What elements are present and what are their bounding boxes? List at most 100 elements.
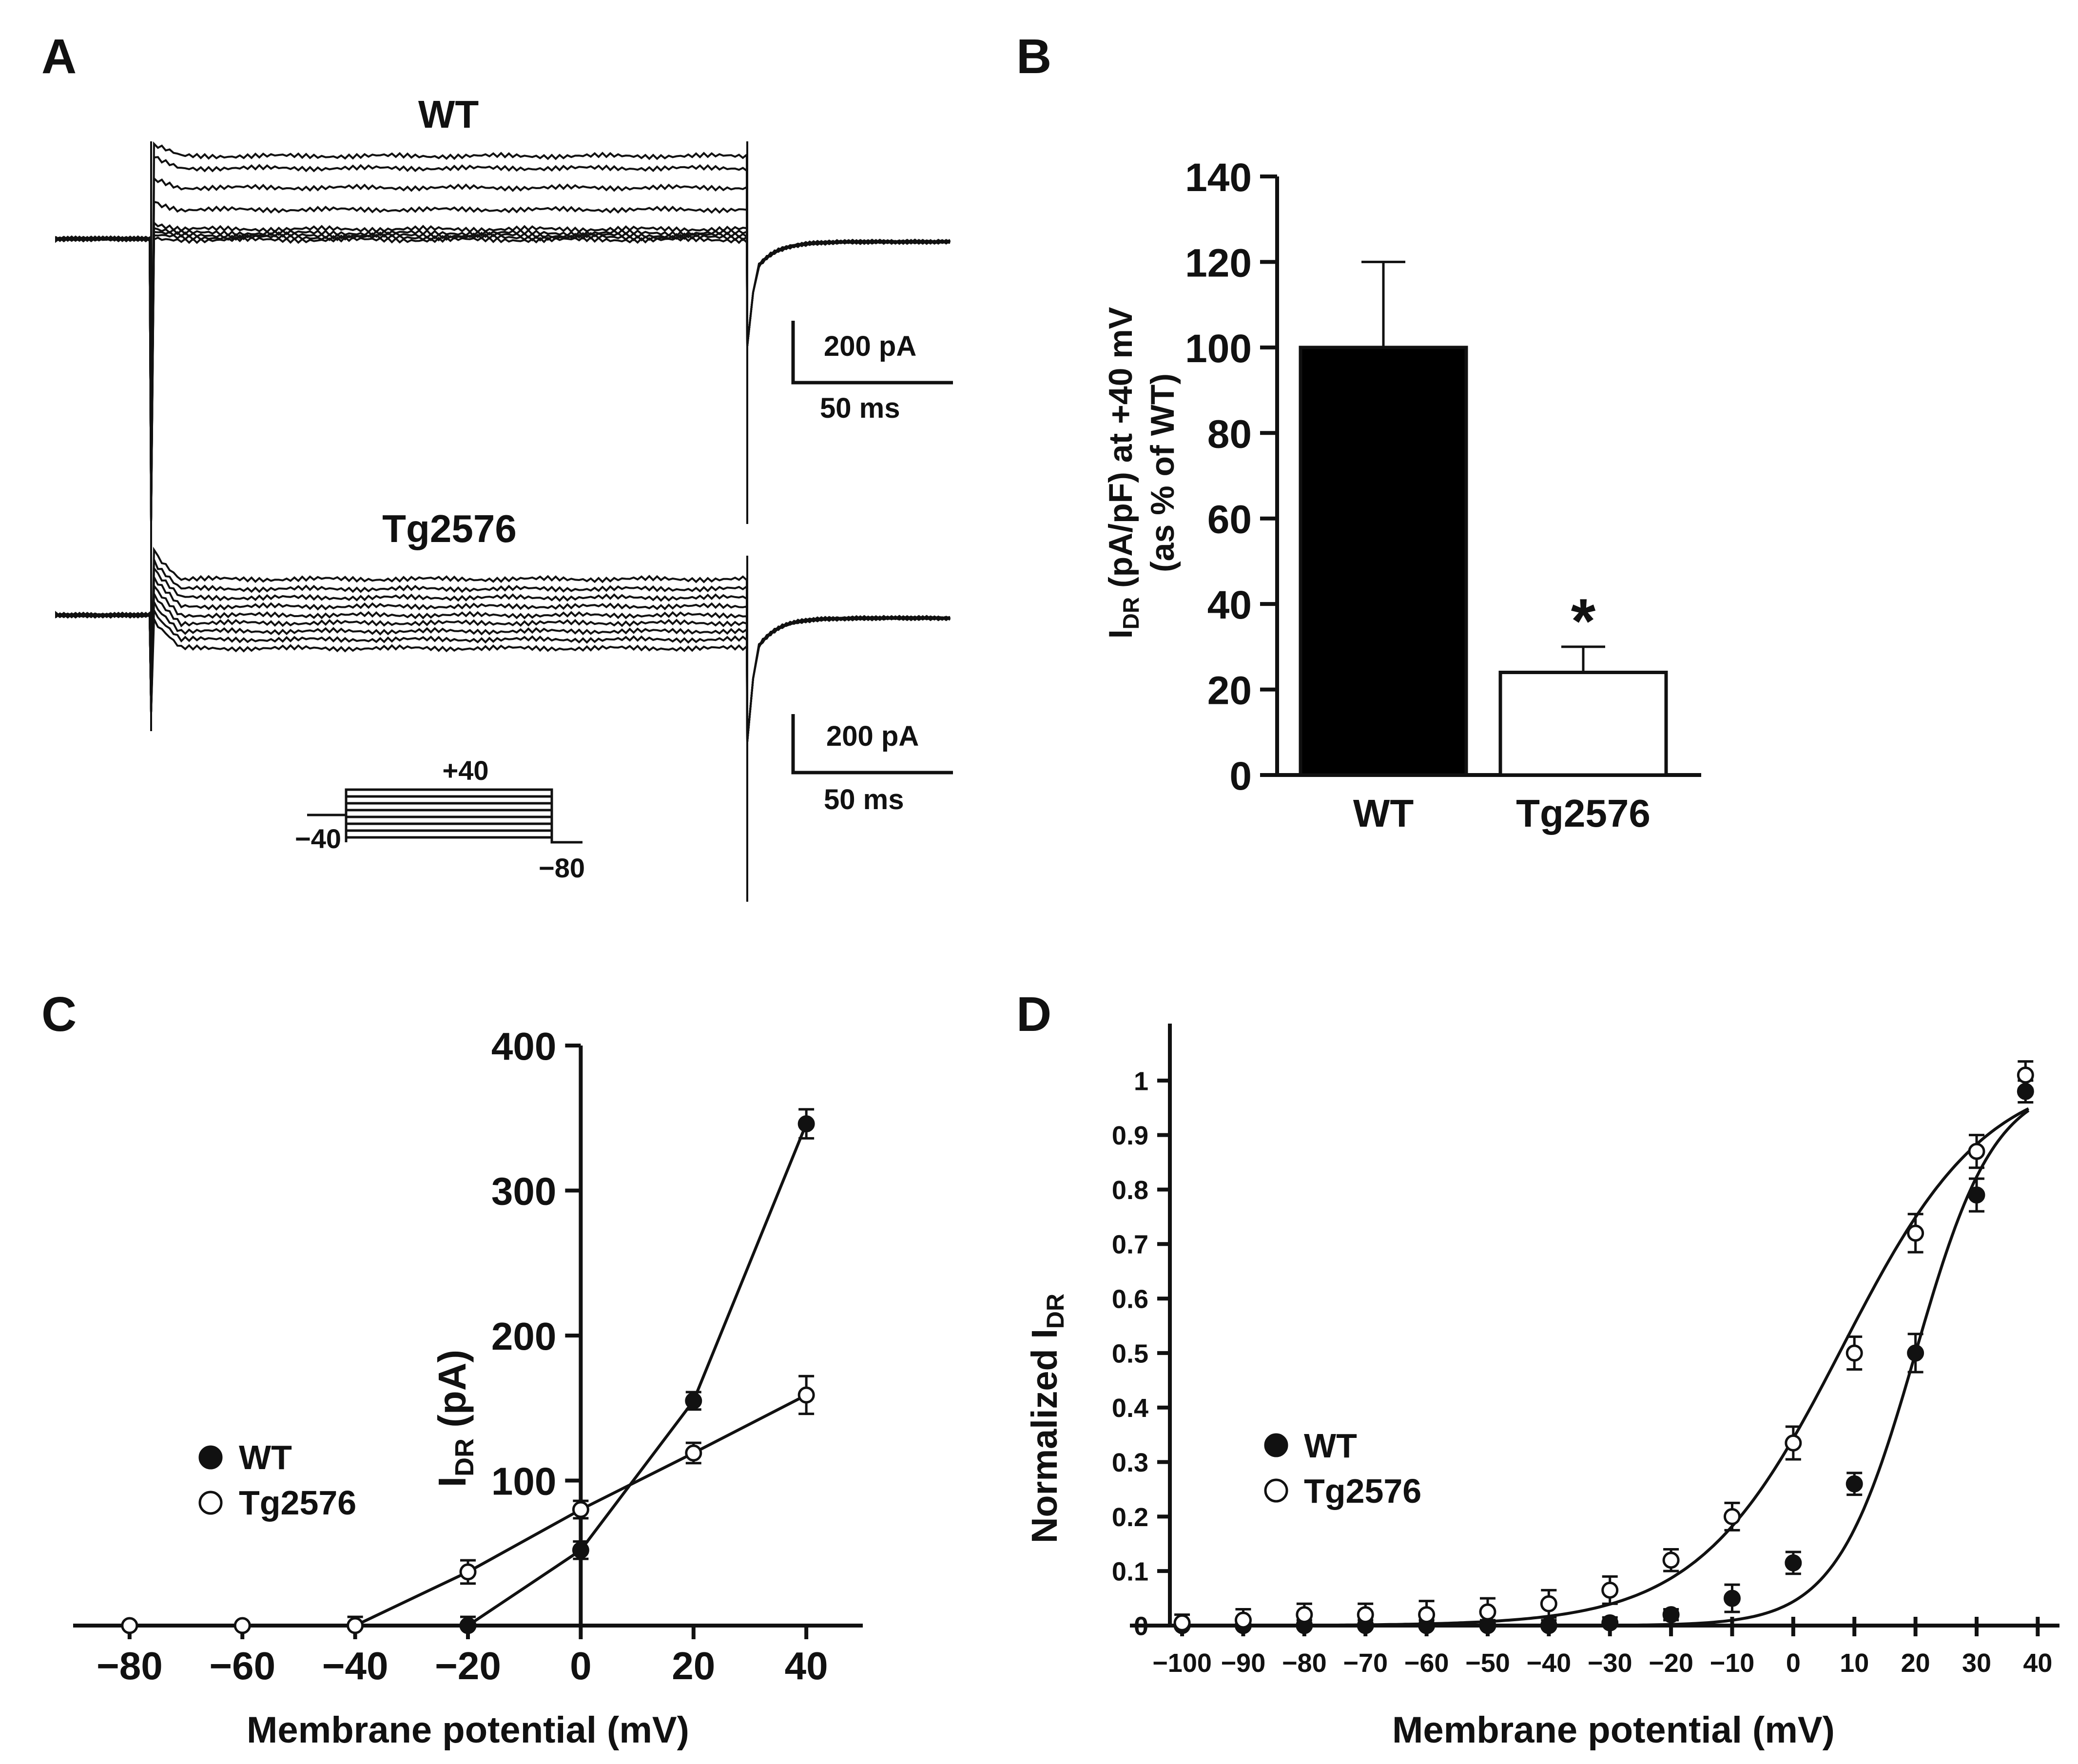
c-x-tick-label-4: 0: [570, 1644, 592, 1687]
d-y-label-text: Normalized IDR: [1024, 1294, 1069, 1543]
d-point-tg2576-0: [1173, 1614, 1191, 1631]
scale-bar-bottom-time: 50 ms: [824, 784, 904, 815]
d-point-tg2576-11: [1845, 1344, 1863, 1362]
c-x-tick-label-3: −20: [435, 1644, 501, 1687]
d-point-wt-6: [1540, 1617, 1557, 1634]
d-point-tg2576-3: [1357, 1606, 1374, 1624]
d-ylabel-sub: DR: [1042, 1294, 1069, 1329]
wt-trace-7: [55, 231, 951, 522]
d-y-tick-label-7: 0.7: [1112, 1230, 1148, 1260]
panel-c: C −80 −60 −40 −20 0 20 40 100 200 300 400 Membrane…: [41, 987, 863, 1751]
wt-trace-4: [55, 200, 951, 522]
b-y-tick-label-100: 100: [1185, 327, 1252, 371]
d-y-tick-label-3: 0.3: [1112, 1448, 1148, 1477]
b-ylabel-sub: DR: [1118, 597, 1144, 629]
d-x-tick-label-4: −60: [1404, 1648, 1449, 1678]
c-ylabel-main: I: [430, 1476, 474, 1487]
d-point-tg2576-12: [1907, 1224, 1924, 1242]
c-x-tick-label-5: 20: [672, 1644, 715, 1687]
tg-trace-4: [55, 577, 951, 742]
c-legend-wt: WT: [239, 1438, 292, 1476]
b-significance-star: *: [1571, 585, 1596, 657]
protocol-steps: [307, 788, 583, 844]
d-series: [1173, 1060, 2034, 1634]
b-y-tick-label-120: 120: [1185, 241, 1252, 285]
c-y-label: IDR (pA): [430, 1350, 479, 1487]
d-x-tick-label-8: −20: [1649, 1648, 1693, 1678]
tg-trace-9: [55, 612, 951, 742]
c-point-wt-0: [459, 1617, 477, 1634]
c-point-tg2576-5: [685, 1444, 702, 1462]
d-point-tg2576-7: [1601, 1581, 1619, 1599]
d-x-tick-label-11: 10: [1840, 1648, 1869, 1678]
d-point-tg2576-14: [2017, 1066, 2034, 1084]
c-legend-tg2576: Tg2576: [239, 1484, 356, 1522]
protocol-top-label: +40: [443, 755, 489, 786]
c-point-tg2576-6: [797, 1386, 815, 1404]
b-y-tick-label-0: 0: [1229, 754, 1252, 798]
b-y-ticks: 0 20 40 60 80 100 120 140: [1185, 155, 1277, 798]
d-point-tg2576-9: [1723, 1508, 1741, 1525]
c-x-tick-label-1: −60: [209, 1644, 275, 1687]
d-point-wt-13: [1968, 1186, 1985, 1204]
c-y-tick-label-0: 100: [491, 1459, 556, 1503]
trace-label-wt: WT: [418, 93, 479, 136]
d-point-wt-11: [1845, 1475, 1863, 1493]
c-x-tick-label-2: −40: [322, 1644, 388, 1687]
wt-trace-9: [55, 235, 951, 522]
d-point-wt-8: [1662, 1606, 1680, 1624]
d-point-wt-7: [1601, 1614, 1619, 1631]
c-y-label-text: IDR (pA): [430, 1350, 479, 1487]
d-point-wt-12: [1907, 1344, 1924, 1362]
wt-trace-1: [55, 141, 951, 522]
d-y-tick-label-2: 0.2: [1112, 1503, 1148, 1532]
scale-bar-bottom-lines: [791, 714, 953, 775]
c-series: [121, 1108, 815, 1634]
d-y-tick-label-9: 0.9: [1112, 1121, 1148, 1150]
wt-trace-5: [55, 220, 951, 522]
c-point-tg2576-0: [121, 1617, 138, 1634]
b-y-label-line2: (as % of WT): [1144, 373, 1181, 572]
c-ylabel-sub: DR: [450, 1438, 479, 1476]
d-legend-tg2576: Tg2576: [1304, 1472, 1421, 1510]
d-y-tick-label-1: 0.1: [1112, 1557, 1148, 1587]
panel-letter-d: D: [1016, 987, 1051, 1042]
d-y-tick-label-8: 0.8: [1112, 1176, 1148, 1205]
d-x-tick-label-14: 40: [2023, 1648, 2052, 1678]
d-ylabel-main: Normalized I: [1024, 1329, 1065, 1543]
c-ylabel-rest: (pA): [430, 1350, 474, 1438]
d-y-tick-label-0: 0: [1134, 1611, 1148, 1641]
c-point-wt-3: [797, 1115, 815, 1133]
scale-bar-top-time: 50 ms: [820, 392, 900, 424]
b-bar-0: [1299, 346, 1468, 777]
d-y-tick-label-6: 0.6: [1112, 1285, 1148, 1314]
d-point-tg2576-6: [1540, 1595, 1557, 1612]
d-x-tick-label-9: −10: [1710, 1648, 1755, 1678]
d-y-label: Normalized IDR: [1024, 1294, 1069, 1543]
d-point-tg2576-1: [1234, 1611, 1252, 1629]
b-x-label-wt: WT: [1353, 792, 1414, 835]
d-point-tg2576-5: [1479, 1603, 1496, 1621]
c-legend: WT Tg2576: [198, 1438, 356, 1522]
c-point-wt-2: [685, 1392, 702, 1410]
b-y-tick-label-40: 40: [1207, 583, 1252, 627]
scale-bar-bottom-current: 200 pA: [826, 720, 919, 752]
b-x-label-tg2576: Tg2576: [1516, 792, 1651, 835]
trace-label-tg2576: Tg2576: [382, 507, 517, 550]
voltage-protocol: +40 −40 −80: [295, 755, 585, 883]
panel-b: B 0 20 40 60 80 100 120 140 WT Tg2576 * IDR (pA…: [1016, 29, 1701, 835]
wt-trace-6: [55, 227, 951, 522]
d-fit-tg2576: [1182, 1107, 2029, 1627]
d-point-tg2576-13: [1968, 1143, 1985, 1160]
b-y-tick-label-140: 140: [1185, 155, 1252, 200]
d-point-tg2576-2: [1296, 1606, 1313, 1624]
protocol-bottom-label: −80: [539, 853, 585, 883]
tg-trace-5: [55, 583, 951, 742]
panel-a: A WT Tg2576 200 pA 50 ms 200 pA 50 ms +4…: [41, 29, 953, 902]
d-legend: WT Tg2576: [1264, 1427, 1421, 1510]
panel-letter-b: B: [1016, 29, 1051, 84]
c-point-tg2576-2: [347, 1617, 364, 1634]
b-y-label-line1: IDR (pA/pF) at +40 mV: [1102, 307, 1144, 639]
b-y-tick-label-20: 20: [1207, 669, 1252, 713]
